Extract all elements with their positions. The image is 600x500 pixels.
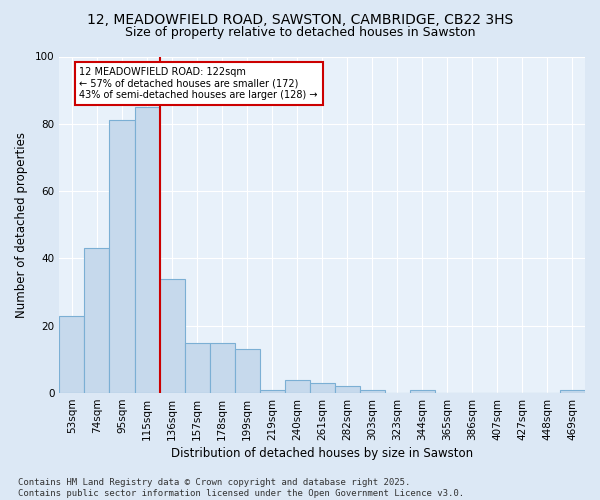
Bar — [185, 342, 209, 393]
Bar — [284, 380, 310, 393]
Text: 12, MEADOWFIELD ROAD, SAWSTON, CAMBRIDGE, CB22 3HS: 12, MEADOWFIELD ROAD, SAWSTON, CAMBRIDGE… — [87, 12, 513, 26]
Text: 12 MEADOWFIELD ROAD: 122sqm
← 57% of detached houses are smaller (172)
43% of se: 12 MEADOWFIELD ROAD: 122sqm ← 57% of det… — [79, 66, 318, 100]
Bar — [335, 386, 360, 393]
Bar — [109, 120, 134, 393]
Bar — [360, 390, 385, 393]
Text: Contains HM Land Registry data © Crown copyright and database right 2025.
Contai: Contains HM Land Registry data © Crown c… — [18, 478, 464, 498]
Text: Size of property relative to detached houses in Sawston: Size of property relative to detached ho… — [125, 26, 475, 39]
Y-axis label: Number of detached properties: Number of detached properties — [15, 132, 28, 318]
Bar — [410, 390, 435, 393]
Bar — [235, 350, 260, 393]
Bar — [310, 383, 335, 393]
Bar — [85, 248, 109, 393]
Bar — [560, 390, 585, 393]
Bar — [209, 342, 235, 393]
Bar — [134, 107, 160, 393]
Bar — [260, 390, 284, 393]
Bar — [59, 316, 85, 393]
X-axis label: Distribution of detached houses by size in Sawston: Distribution of detached houses by size … — [171, 447, 473, 460]
Bar — [160, 278, 185, 393]
